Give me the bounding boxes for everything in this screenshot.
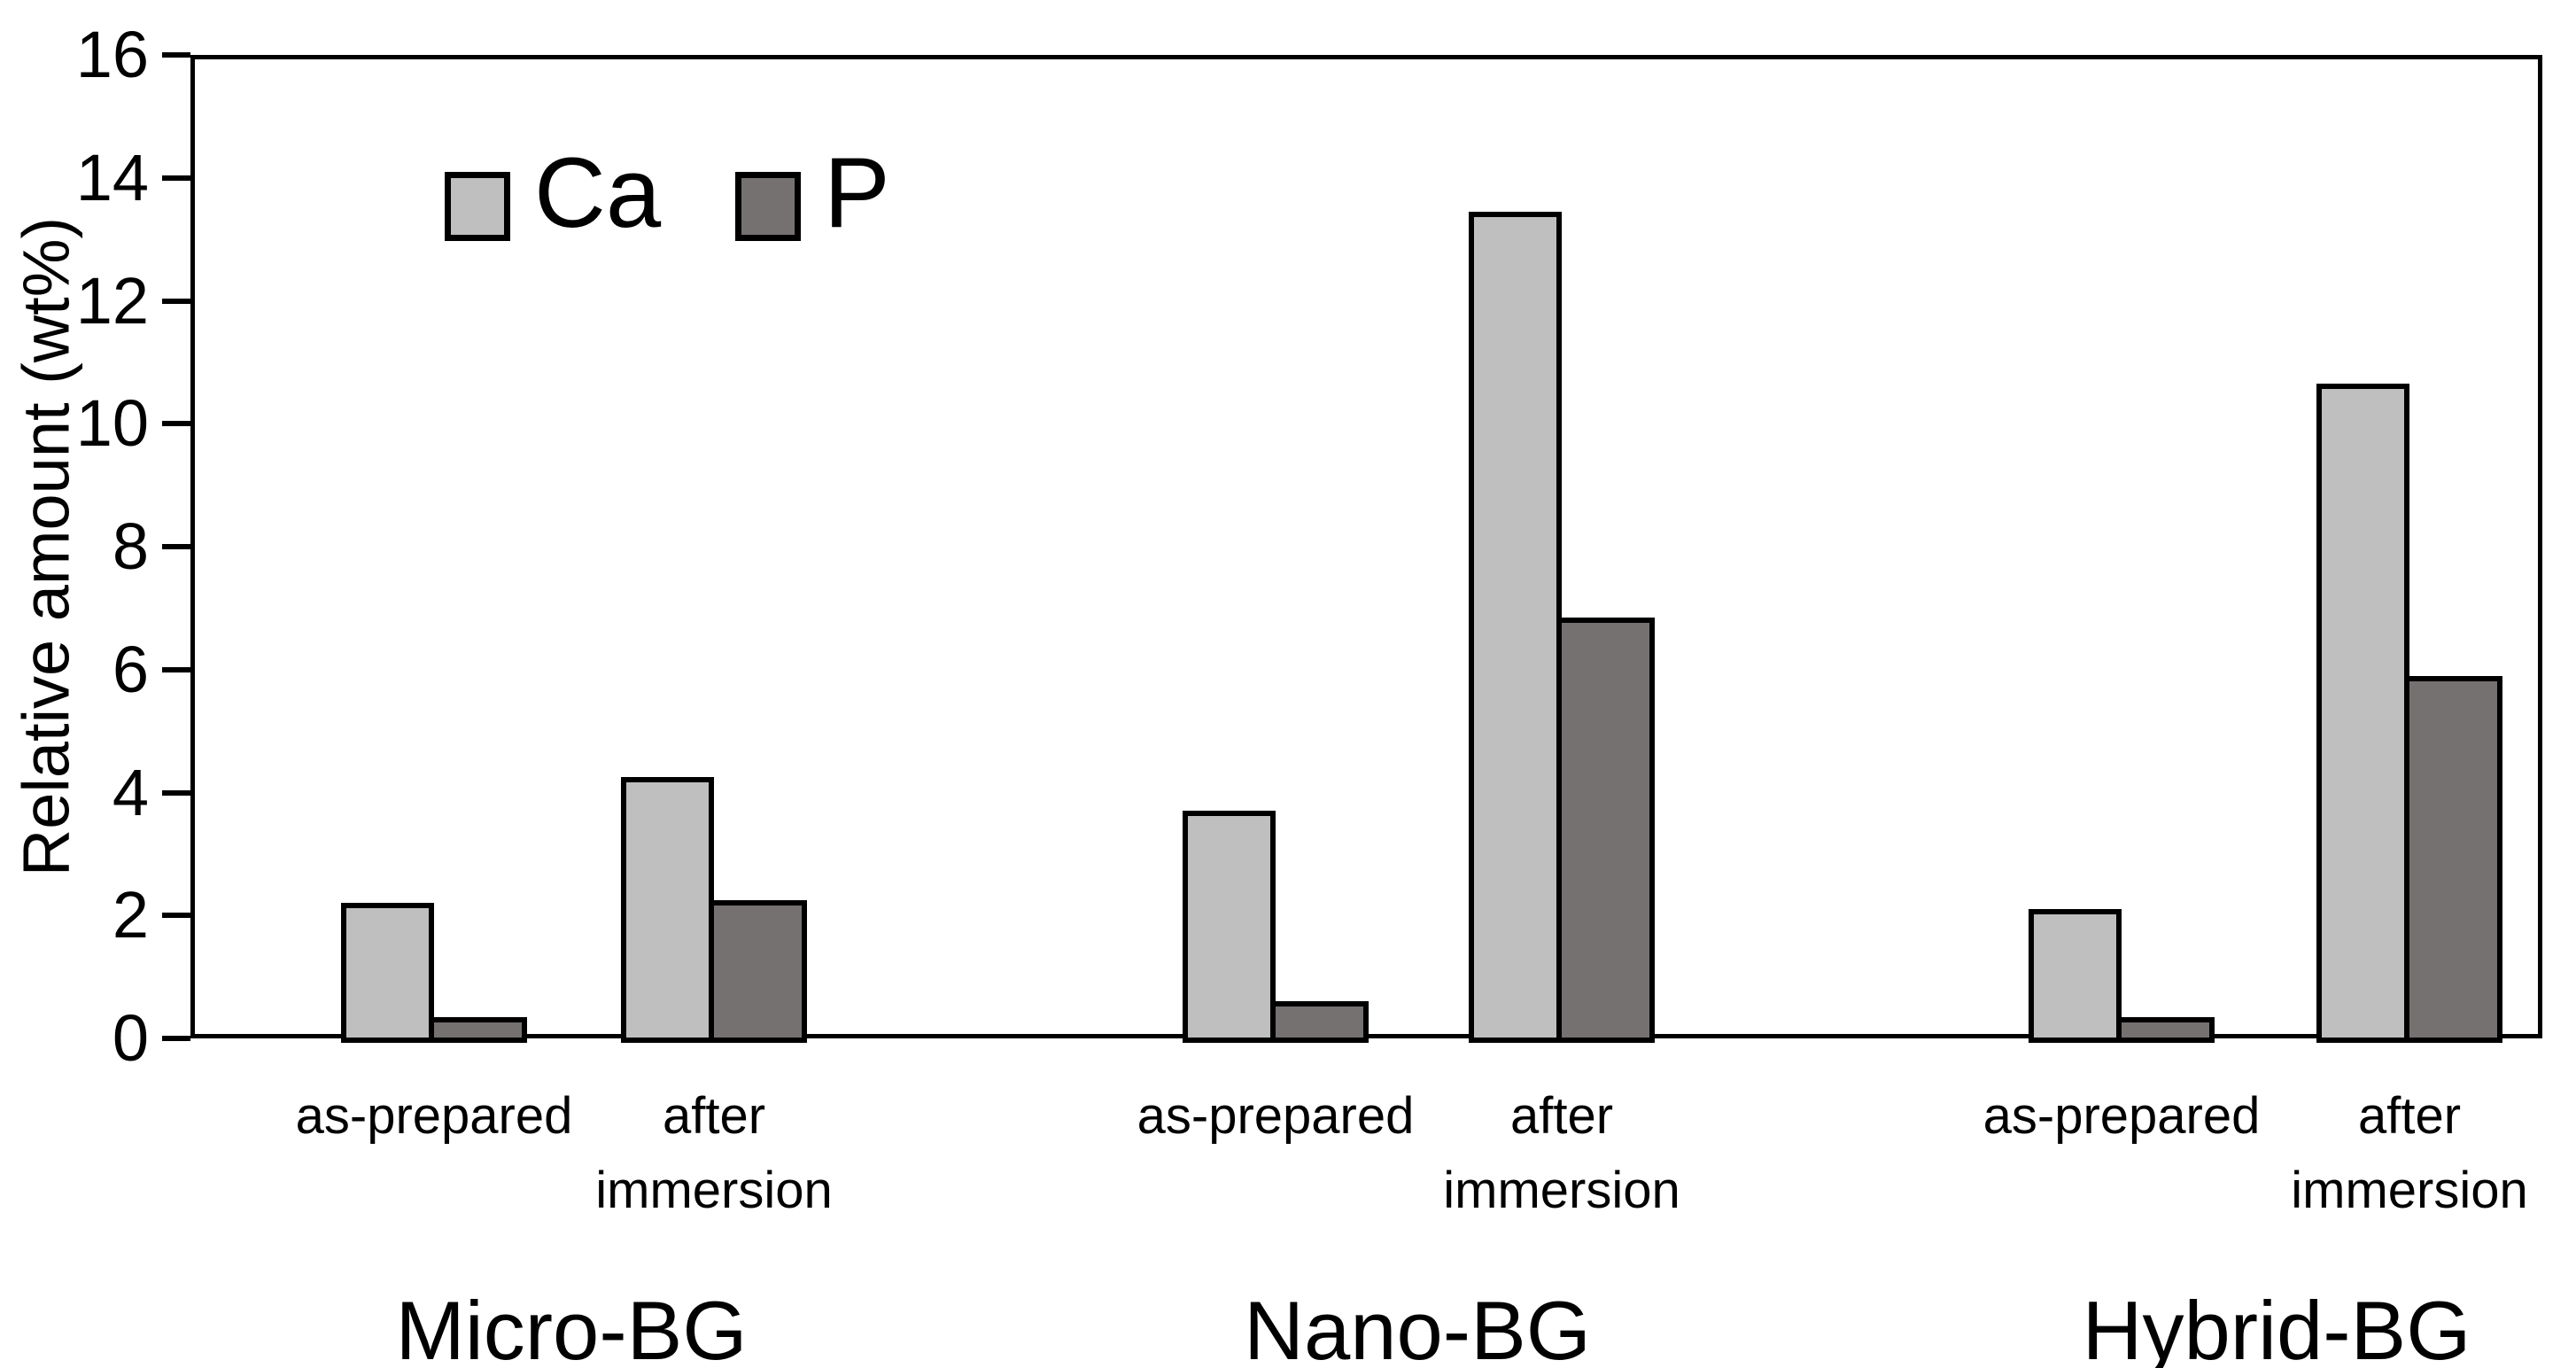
y-axis-tick-label: 12 — [75, 263, 149, 338]
condition-label: as-prepared — [295, 1087, 573, 1145]
condition-label: after immersion — [2291, 1087, 2528, 1219]
y-axis-tick-label: 2 — [112, 878, 149, 952]
y-axis-tick — [162, 1036, 190, 1041]
bar-nano-bg-after-immersion-ca — [1469, 211, 1562, 1043]
y-axis-tick — [162, 421, 190, 427]
y-axis-tick-label: 4 — [112, 755, 149, 829]
group-label-micro-bg: Micro-BG — [395, 1284, 748, 1368]
bar-hybrid-bg-after-immersion-ca — [2316, 384, 2409, 1043]
y-axis-tick — [162, 544, 190, 549]
bar-micro-bg-as-prepared-ca — [341, 903, 434, 1043]
bar-nano-bg-as-prepared-p — [1270, 1001, 1369, 1043]
y-axis-tick — [162, 666, 190, 672]
legend-label-p: P — [824, 137, 890, 248]
y-axis-tick-label: 16 — [75, 18, 149, 91]
y-axis-tick — [162, 789, 190, 796]
y-axis-tick-label: 6 — [112, 632, 149, 706]
plot-area — [190, 55, 2542, 1038]
y-axis-tick-label: 10 — [75, 386, 149, 461]
group-label-hybrid-bg: Hybrid-BG — [2082, 1284, 2471, 1368]
y-axis-tick — [162, 913, 190, 919]
bar-micro-bg-after-immersion-ca — [621, 777, 714, 1043]
condition-label: as-prepared — [1137, 1087, 1415, 1145]
bar-nano-bg-after-immersion-p — [1556, 617, 1655, 1043]
y-axis-tick-label: 14 — [75, 140, 149, 214]
group-label-nano-bg: Nano-BG — [1244, 1284, 1591, 1368]
condition-label: after immersion — [1443, 1087, 1680, 1219]
bar-hybrid-bg-as-prepared-p — [2116, 1016, 2215, 1043]
bar-hybrid-bg-as-prepared-ca — [2029, 909, 2122, 1043]
y-axis-tick — [162, 298, 190, 304]
bar-hybrid-bg-after-immersion-p — [2404, 675, 2502, 1043]
condition-label: as-prepared — [1982, 1087, 2261, 1145]
y-axis-tick-label: 8 — [112, 509, 149, 583]
bar-micro-bg-after-immersion-p — [709, 899, 807, 1043]
bar-micro-bg-as-prepared-p — [429, 1016, 527, 1043]
legend-swatch-ca — [445, 172, 510, 241]
y-axis-tick-label: 0 — [112, 1001, 149, 1075]
condition-label: after immersion — [595, 1087, 833, 1219]
legend-swatch-p — [735, 172, 801, 241]
bar-nano-bg-as-prepared-ca — [1183, 811, 1276, 1043]
legend-label-ca: Ca — [534, 137, 662, 248]
y-axis-tick — [162, 175, 190, 181]
y-axis-tick — [162, 52, 190, 58]
